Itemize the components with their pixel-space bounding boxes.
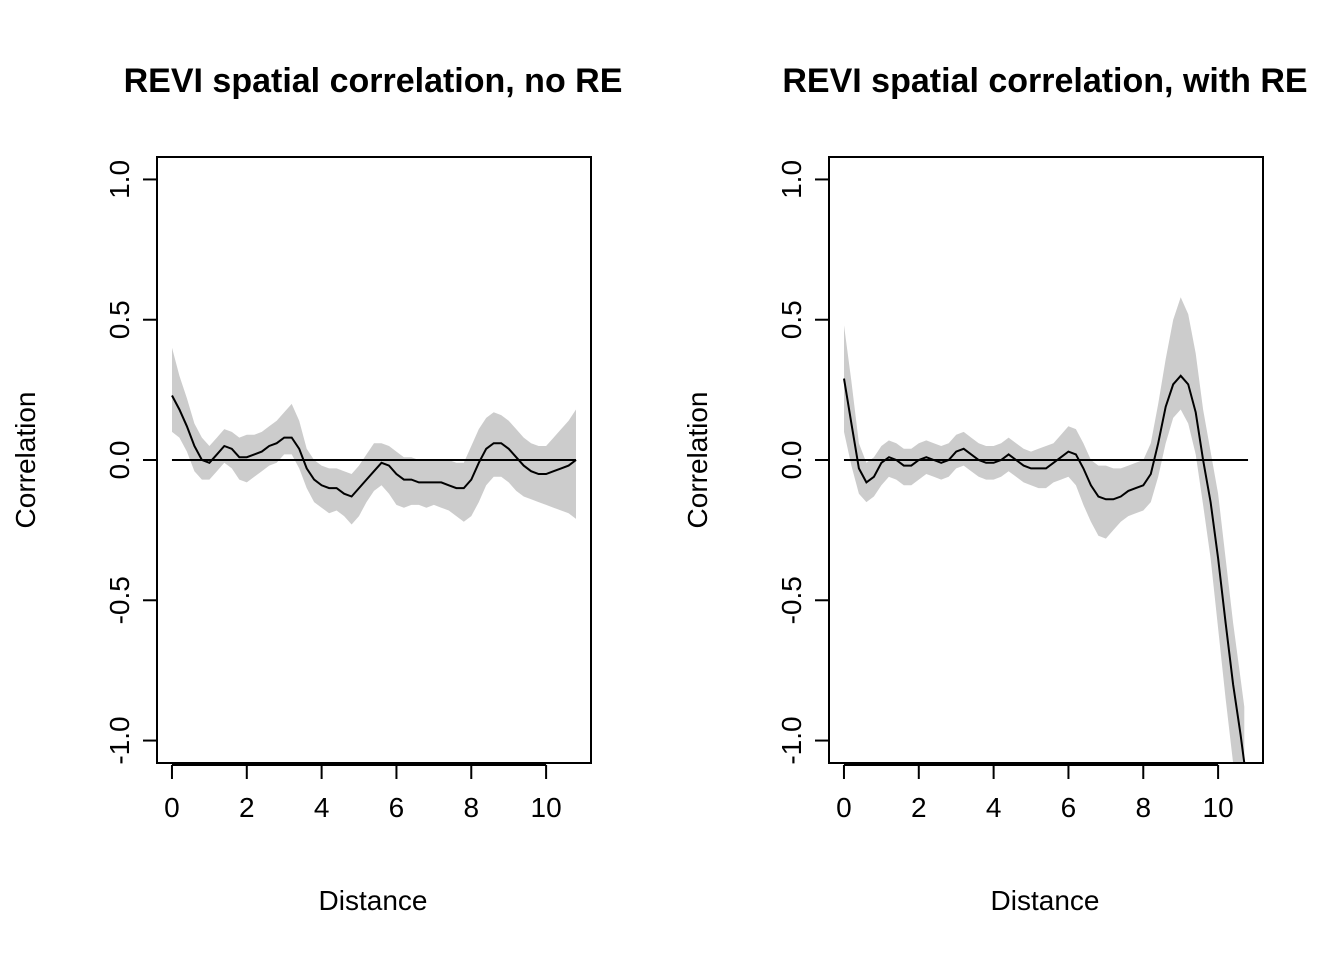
y-tick-label: 0.5	[104, 300, 135, 339]
chart-panel-no-re: REVI spatial correlation, no RE 0 2 4 6 8 10 …	[10, 62, 622, 916]
x-tick-label: 4	[314, 792, 330, 823]
x-tick-label: 2	[911, 792, 927, 823]
x-tick-label: 4	[986, 792, 1002, 823]
y-tick-label: 1.0	[104, 160, 135, 199]
x-axis: 0 2 4 6 8 10	[164, 764, 562, 823]
series-layer	[171, 347, 577, 525]
confidence-band	[172, 347, 576, 525]
chart-title: REVI spatial correlation, with RE	[782, 62, 1307, 100]
correlation-line	[171, 395, 577, 498]
y-tick-label: -1.0	[104, 716, 135, 764]
chart-title: REVI spatial correlation, no RE	[124, 62, 623, 100]
y-axis: -1.0 -0.5 0.0 0.5 1.0	[776, 160, 830, 765]
y-tick-label: -0.5	[776, 576, 807, 624]
x-tick-label: 10	[1203, 792, 1234, 823]
x-tick-label: 8	[1135, 792, 1151, 823]
y-axis-label: Correlation	[10, 392, 41, 529]
x-tick-label: 10	[531, 792, 562, 823]
series-layer	[843, 297, 1249, 763]
y-tick-label: 0.5	[776, 300, 807, 339]
y-tick-label: -0.5	[104, 576, 135, 624]
x-tick-label: 2	[239, 792, 255, 823]
y-axis: -1.0 -0.5 0.0 0.5 1.0	[104, 160, 158, 765]
x-tick-label: 6	[1061, 792, 1077, 823]
x-axis: 0 2 4 6 8 10	[836, 764, 1234, 823]
x-tick-label: 0	[164, 792, 180, 823]
x-tick-label: 6	[389, 792, 405, 823]
y-tick-label: 0.0	[776, 441, 807, 480]
y-tick-label: 1.0	[776, 160, 807, 199]
y-tick-label: 0.0	[104, 441, 135, 480]
plot-area	[843, 297, 1249, 763]
y-axis-label: Correlation	[682, 392, 713, 529]
y-tick-label: -1.0	[776, 716, 807, 764]
x-axis-label: Distance	[991, 885, 1100, 916]
confidence-band	[844, 297, 1245, 763]
chart-panel-with-re: REVI spatial correlation, with RE 0 2 4 6 8 1…	[682, 62, 1308, 916]
x-tick-label: 0	[836, 792, 852, 823]
plot-area	[171, 347, 577, 525]
x-axis-label: Distance	[319, 885, 428, 916]
correlation-line	[843, 374, 1246, 763]
x-tick-label: 8	[463, 792, 479, 823]
